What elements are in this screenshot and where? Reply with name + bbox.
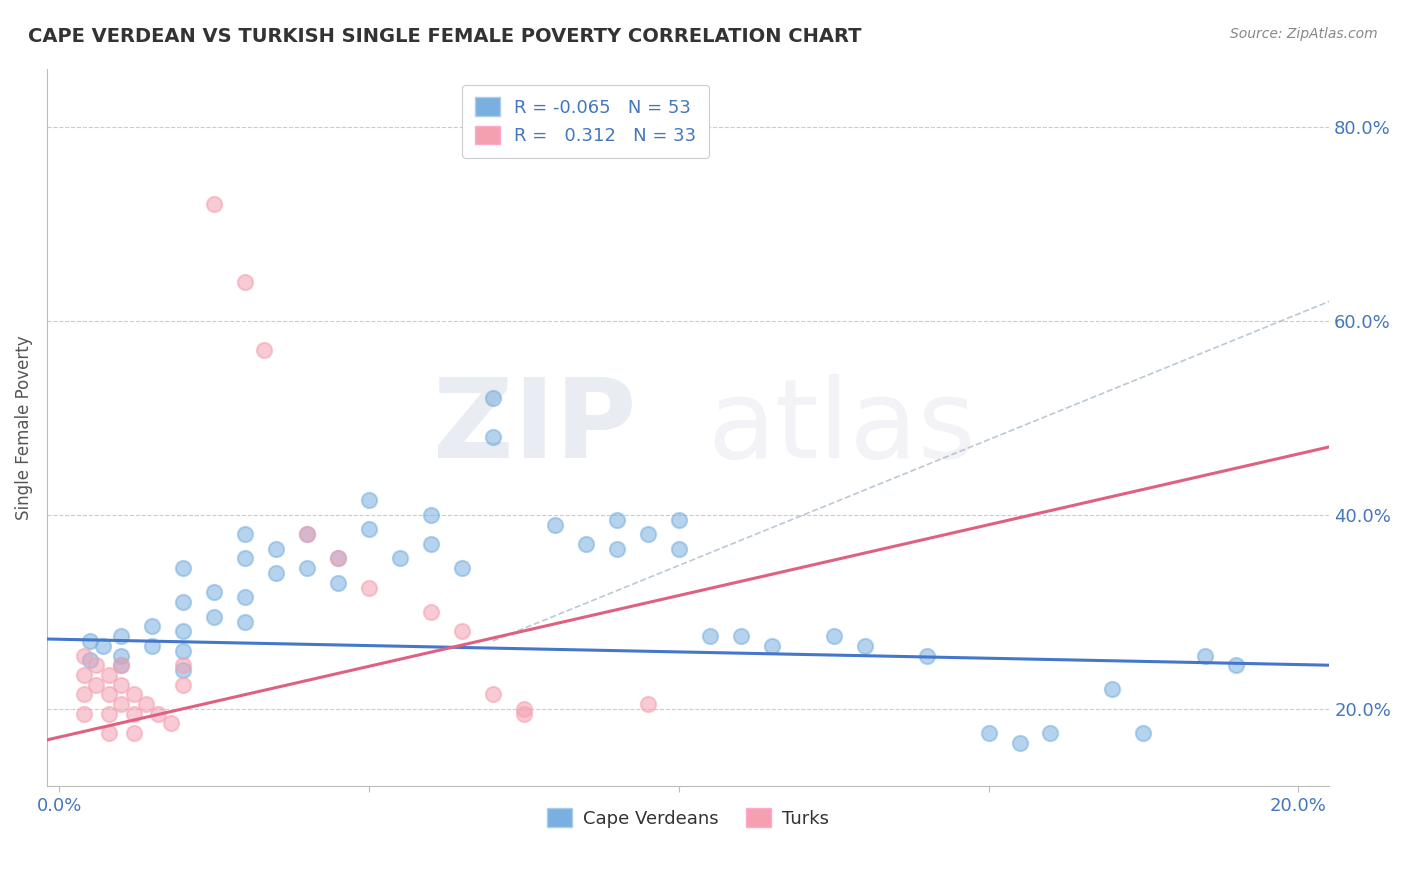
Point: [73, 687, 96, 701]
Point: [357, 522, 380, 536]
Point: [513, 702, 536, 716]
Point: [122, 726, 145, 740]
Point: [1225, 658, 1247, 673]
Point: [73, 648, 96, 663]
Point: [110, 629, 132, 643]
Point: [977, 726, 1000, 740]
Point: [1008, 736, 1031, 750]
Point: [295, 561, 318, 575]
Point: [606, 513, 628, 527]
Point: [1039, 726, 1062, 740]
Point: [730, 629, 752, 643]
Point: [699, 629, 721, 643]
Point: [233, 591, 256, 605]
Point: [122, 687, 145, 701]
Point: [668, 541, 690, 556]
Point: [79, 634, 101, 648]
Point: [853, 639, 876, 653]
Point: [79, 653, 101, 667]
Point: [637, 527, 659, 541]
Point: [326, 551, 349, 566]
Point: [1101, 682, 1123, 697]
Point: [97, 706, 120, 721]
Point: [823, 629, 845, 643]
Point: [86, 658, 108, 673]
Point: [357, 581, 380, 595]
Legend: Cape Verdeans, Turks: Cape Verdeans, Turks: [540, 801, 837, 835]
Point: [482, 430, 505, 444]
Point: [110, 658, 132, 673]
Point: [172, 663, 194, 677]
Point: [326, 575, 349, 590]
Point: [73, 668, 96, 682]
Point: [202, 609, 225, 624]
Point: [233, 527, 256, 541]
Point: [172, 624, 194, 639]
Point: [1194, 648, 1216, 663]
Point: [233, 615, 256, 629]
Point: [91, 639, 114, 653]
Point: [357, 493, 380, 508]
Point: [915, 648, 938, 663]
Point: [172, 561, 194, 575]
Point: [761, 639, 783, 653]
Point: [513, 706, 536, 721]
Point: [253, 343, 276, 357]
Point: [451, 561, 474, 575]
Point: [233, 275, 256, 289]
Point: [141, 639, 163, 653]
Point: [122, 706, 145, 721]
Point: [233, 551, 256, 566]
Text: ZIP: ZIP: [433, 374, 636, 481]
Point: [482, 392, 505, 406]
Point: [668, 513, 690, 527]
Point: [420, 537, 443, 551]
Y-axis label: Single Female Poverty: Single Female Poverty: [15, 335, 32, 520]
Point: [135, 697, 157, 711]
Point: [420, 508, 443, 522]
Point: [148, 706, 170, 721]
Point: [388, 551, 411, 566]
Text: Source: ZipAtlas.com: Source: ZipAtlas.com: [1230, 27, 1378, 41]
Point: [326, 551, 349, 566]
Point: [172, 595, 194, 609]
Point: [451, 624, 474, 639]
Point: [1132, 726, 1154, 740]
Point: [110, 697, 132, 711]
Point: [264, 541, 287, 556]
Point: [97, 687, 120, 701]
Point: [97, 668, 120, 682]
Point: [264, 566, 287, 580]
Text: CAPE VERDEAN VS TURKISH SINGLE FEMALE POVERTY CORRELATION CHART: CAPE VERDEAN VS TURKISH SINGLE FEMALE PO…: [28, 27, 862, 45]
Point: [110, 677, 132, 691]
Text: atlas: atlas: [707, 374, 976, 481]
Point: [110, 648, 132, 663]
Point: [97, 726, 120, 740]
Point: [420, 605, 443, 619]
Point: [172, 658, 194, 673]
Point: [482, 687, 505, 701]
Point: [73, 706, 96, 721]
Point: [295, 527, 318, 541]
Point: [86, 677, 108, 691]
Point: [141, 619, 163, 633]
Point: [202, 585, 225, 599]
Point: [575, 537, 598, 551]
Point: [110, 658, 132, 673]
Point: [172, 677, 194, 691]
Point: [159, 716, 181, 731]
Point: [295, 527, 318, 541]
Point: [606, 541, 628, 556]
Point: [202, 197, 225, 211]
Point: [637, 697, 659, 711]
Point: [172, 643, 194, 657]
Point: [544, 517, 567, 532]
